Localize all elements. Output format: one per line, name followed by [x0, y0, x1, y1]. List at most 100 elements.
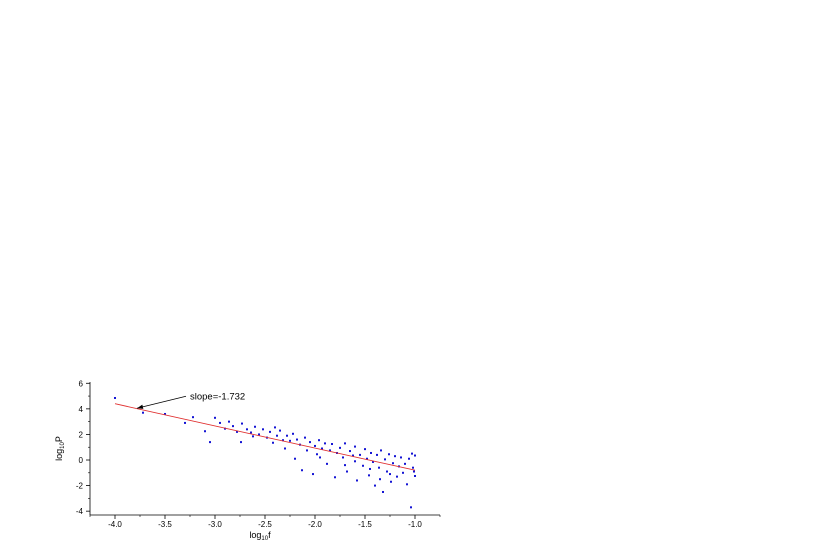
x-tick-label: -3.0	[208, 520, 222, 529]
data-point	[326, 462, 328, 465]
data-point	[224, 427, 226, 430]
data-point	[349, 450, 351, 453]
slope-annotation: slope=-1.732	[136, 391, 245, 409]
data-point	[386, 470, 388, 473]
data-point	[289, 439, 291, 442]
y-tick-label: 4	[79, 405, 84, 414]
data-point	[192, 416, 194, 419]
data-point	[316, 453, 318, 456]
data-point	[390, 480, 392, 483]
data-point	[402, 471, 404, 474]
data-point	[379, 478, 381, 481]
data-point	[142, 411, 144, 414]
y-axis-title-main: log	[54, 449, 64, 461]
y-axis-title: log10P	[54, 436, 66, 461]
data-point	[228, 420, 230, 423]
data-point	[354, 445, 356, 448]
data-point	[246, 428, 248, 431]
data-point	[209, 441, 211, 444]
y-tick-label: 0	[79, 456, 84, 465]
x-tick-label: -1.5	[358, 520, 372, 529]
data-point	[396, 475, 398, 478]
data-point	[114, 396, 116, 399]
data-point	[410, 506, 412, 509]
x-tick-label: -2.5	[258, 520, 272, 529]
y-axis-ticks: 6 4 2 0 -2 -4	[76, 379, 90, 516]
data-point	[304, 436, 306, 439]
data-point	[342, 456, 344, 459]
data-point	[296, 438, 298, 441]
data-point	[362, 464, 364, 467]
data-point	[286, 434, 288, 437]
data-point	[411, 452, 413, 455]
data-point	[378, 466, 380, 469]
data-point	[294, 457, 296, 460]
data-point	[392, 462, 394, 465]
data-point	[380, 449, 382, 452]
y-tick-label: 6	[79, 379, 84, 388]
data-point	[400, 456, 402, 459]
fit-line	[114, 403, 416, 471]
data-point	[339, 446, 341, 449]
data-point	[413, 470, 415, 473]
data-point	[406, 483, 408, 486]
annotation-arrow	[136, 395, 187, 409]
x-axis-title: log10f	[249, 530, 271, 542]
data-point	[219, 421, 221, 424]
data-point	[309, 441, 311, 444]
data-point	[184, 421, 186, 424]
data-point	[314, 444, 316, 447]
data-point	[382, 490, 384, 493]
data-point	[262, 428, 264, 431]
data-point	[312, 473, 314, 476]
x-axis-title-subscript: 10	[261, 536, 268, 542]
y-tick-label: 2	[79, 430, 84, 439]
data-point	[414, 454, 416, 457]
data-point	[414, 474, 416, 477]
x-tick-label: -3.5	[158, 520, 172, 529]
data-point	[344, 464, 346, 467]
data-point	[232, 425, 234, 428]
data-point	[164, 412, 166, 415]
y-tick-label: -2	[76, 482, 84, 491]
x-tick-label: -1.0	[408, 520, 422, 529]
data-point	[376, 453, 378, 456]
data-point	[344, 442, 346, 445]
data-point	[254, 425, 256, 428]
data-point	[282, 439, 284, 442]
data-point	[404, 462, 406, 465]
data-point	[252, 435, 254, 438]
data-point	[258, 433, 260, 436]
data-point	[352, 454, 354, 457]
data-point	[366, 457, 368, 460]
data-point	[204, 430, 206, 433]
y-tick-label: -4	[76, 507, 84, 516]
data-point	[356, 479, 358, 482]
data-point	[324, 442, 326, 445]
data-point	[269, 430, 271, 433]
data-point	[250, 431, 252, 434]
data-point	[214, 416, 216, 419]
data-point	[412, 466, 414, 469]
data-point	[388, 453, 390, 456]
data-point	[334, 476, 336, 479]
x-axis-title-tail: f	[268, 530, 271, 540]
data-point	[318, 439, 320, 442]
data-point	[331, 443, 333, 446]
data-point	[240, 441, 242, 444]
data-point	[389, 473, 391, 476]
data-point	[372, 460, 374, 463]
data-point	[370, 451, 372, 454]
data-point	[301, 469, 303, 472]
x-axis-title-main: log	[249, 530, 261, 540]
data-point	[364, 448, 366, 451]
data-point	[292, 432, 294, 435]
data-point	[279, 429, 281, 432]
data-point	[368, 474, 370, 477]
data-point	[236, 430, 238, 433]
data-point	[272, 441, 274, 444]
data-point	[384, 458, 386, 461]
data-point	[359, 453, 361, 456]
